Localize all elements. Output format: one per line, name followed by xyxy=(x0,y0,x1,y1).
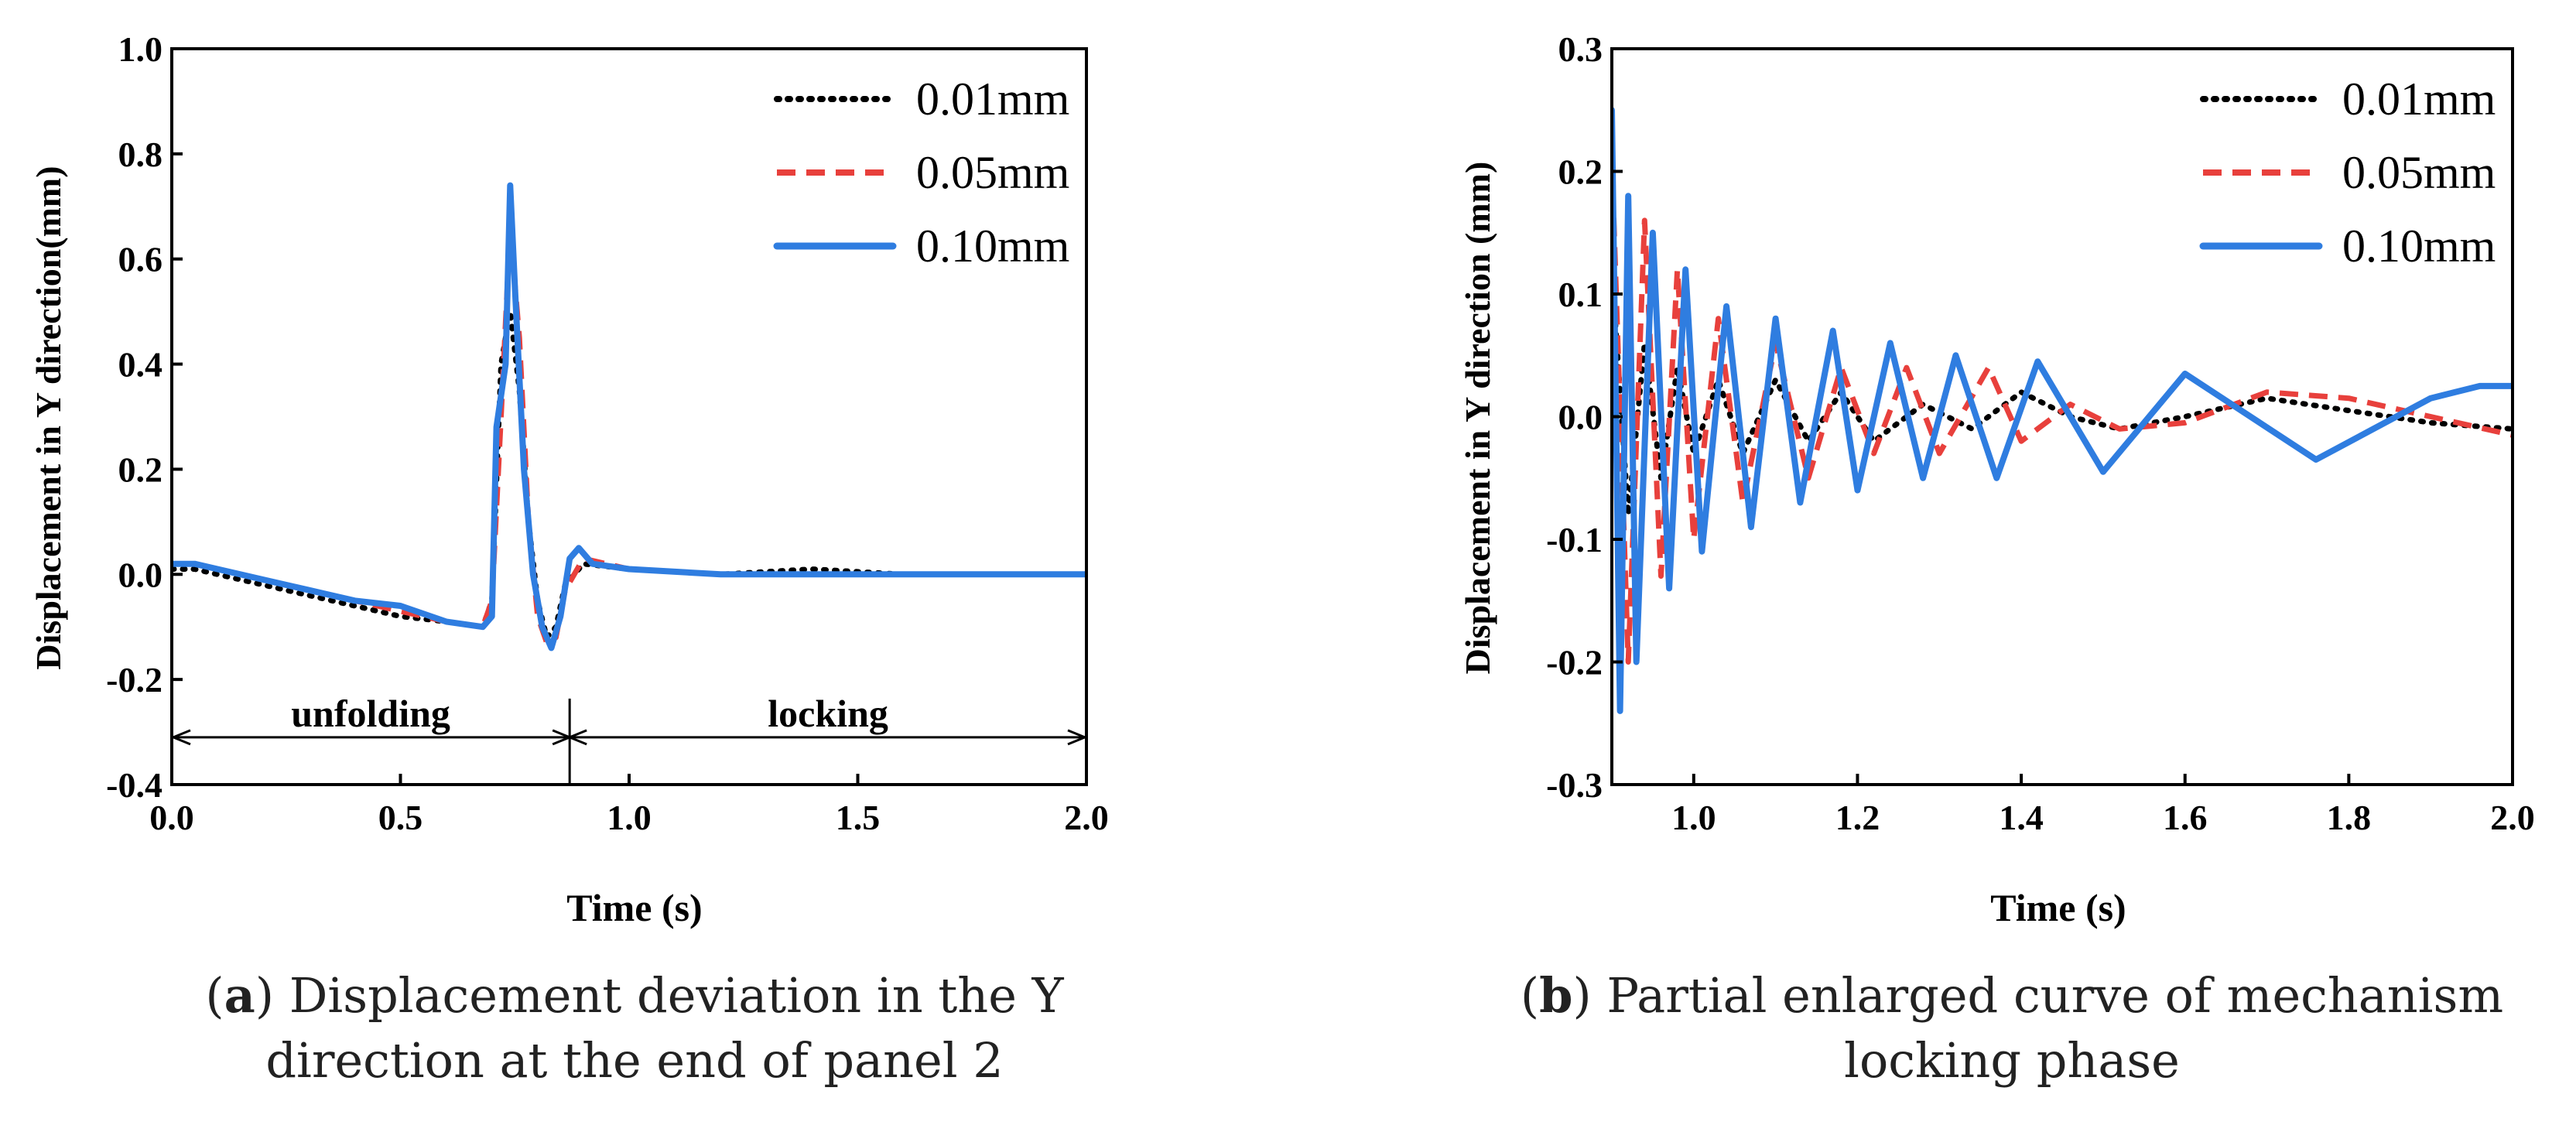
chart-b-ylabel: Displacement in Y direction (mm) xyxy=(1458,162,1497,675)
chart-b-ytick-label: 0.1 xyxy=(1558,275,1603,314)
chart-a-xtick-label: 0.5 xyxy=(378,798,423,837)
chart-a-series-0_10mm xyxy=(172,182,1086,651)
chart-a-legend-label: 0.05mm xyxy=(916,147,1069,198)
chart-b-series-0_05mm xyxy=(1612,159,2513,665)
caption-a-letter: a xyxy=(224,967,255,1024)
chart-a-ytick-label: -0.2 xyxy=(106,660,162,699)
chart-a: Displacement in Y direction(mm) Time (s)… xyxy=(29,29,1109,929)
chart-b-xtick-label: 1.2 xyxy=(1835,798,1880,837)
chart-b-series-0_10mm xyxy=(1612,107,2513,714)
chart-b-ytick-label: -0.3 xyxy=(1546,765,1603,805)
chart-a-ytick-label: 0.6 xyxy=(118,240,163,279)
caption-b-letter: b xyxy=(1539,967,1573,1024)
chart-b-xtick-label: 1.6 xyxy=(2163,798,2208,837)
chart-b-xlabel: Time (s) xyxy=(1990,886,2126,929)
caption-a-text: Displacement deviation in the Y directio… xyxy=(265,967,1064,1089)
chart-a-legend-label: 0.10mm xyxy=(916,221,1069,272)
chart-a-legend-label: 0.01mm xyxy=(916,74,1069,125)
chart-b-xtick-label: 1.0 xyxy=(1671,798,1716,837)
chart-a-ytick-label: 0.2 xyxy=(118,450,163,489)
chart-b-ytick-label: -0.1 xyxy=(1546,520,1603,559)
chart-a-phase-arrowhead xyxy=(1067,729,1088,746)
chart-b-xtick-label: 1.4 xyxy=(1999,798,2044,837)
chart-b-xtick-label: 2.0 xyxy=(2490,798,2535,837)
chart-b-ytick-label: 0.3 xyxy=(1558,29,1603,69)
chart-b-legend-label: 0.10mm xyxy=(2342,221,2496,272)
chart-a-phase-arrowhead xyxy=(566,729,587,746)
chart-a-xlabel: Time (s) xyxy=(566,886,702,929)
chart-b: Displacement in Y direction (mm) Time (s… xyxy=(1458,29,2535,929)
chart-b-xtick-label: 1.8 xyxy=(2327,798,2372,837)
chart-a-series-0_05mm xyxy=(172,224,1086,646)
caption-a: (a) Displacement deviation in the Y dire… xyxy=(205,967,1064,1089)
chart-a-xtick-label: 2.0 xyxy=(1064,798,1109,837)
chart-a-xtick-label: 1.0 xyxy=(607,798,652,837)
chart-b-plot-area: 1.0 1.2 1.4 1.6 1.8 2.0 -0.3 -0.2 -0.1 0.0 0.1 0.2 0… xyxy=(1546,29,2535,837)
chart-a-plot-area: 0.0 0.5 1.0 1.5 2.0 -0.4 -0.2 0.0 0.2 0.4 0.6 0.8 1.… xyxy=(106,29,1109,837)
chart-b-legend-label: 0.05mm xyxy=(2342,147,2496,198)
chart-b-series-group xyxy=(1612,107,2513,714)
chart-b-legend-label: 0.01mm xyxy=(2342,74,2496,125)
chart-b-ytick-label: 0.2 xyxy=(1558,152,1603,192)
chart-a-phase-label-unfolding: unfolding xyxy=(291,692,450,735)
chart-a-ytick-label: -0.4 xyxy=(106,765,162,805)
chart-a-xtick-label: 1.5 xyxy=(836,798,881,837)
chart-a-ytick-label: 0.4 xyxy=(118,345,163,385)
chart-b-ytick-label: 0.0 xyxy=(1558,398,1603,437)
chart-a-phase-label-locking: locking xyxy=(768,692,888,735)
chart-a-xtick-label: 0.0 xyxy=(149,798,194,837)
caption-b: (b) Partial enlarged curve of mechanism … xyxy=(1520,967,2504,1089)
chart-a-phase-arrowhead xyxy=(170,729,191,746)
caption-b-text: Partial enlarged curve of mechanism lock… xyxy=(1606,967,2504,1089)
chart-b-ytick-label: -0.2 xyxy=(1546,643,1603,682)
chart-a-ytick-label: 1.0 xyxy=(118,29,163,69)
chart-a-ylabel: Displacement in Y direction(mm) xyxy=(29,166,68,669)
chart-a-series-group xyxy=(172,182,1086,651)
chart-a-ytick-label: 0.8 xyxy=(118,135,163,174)
chart-a-ytick-label: 0.0 xyxy=(118,555,163,594)
